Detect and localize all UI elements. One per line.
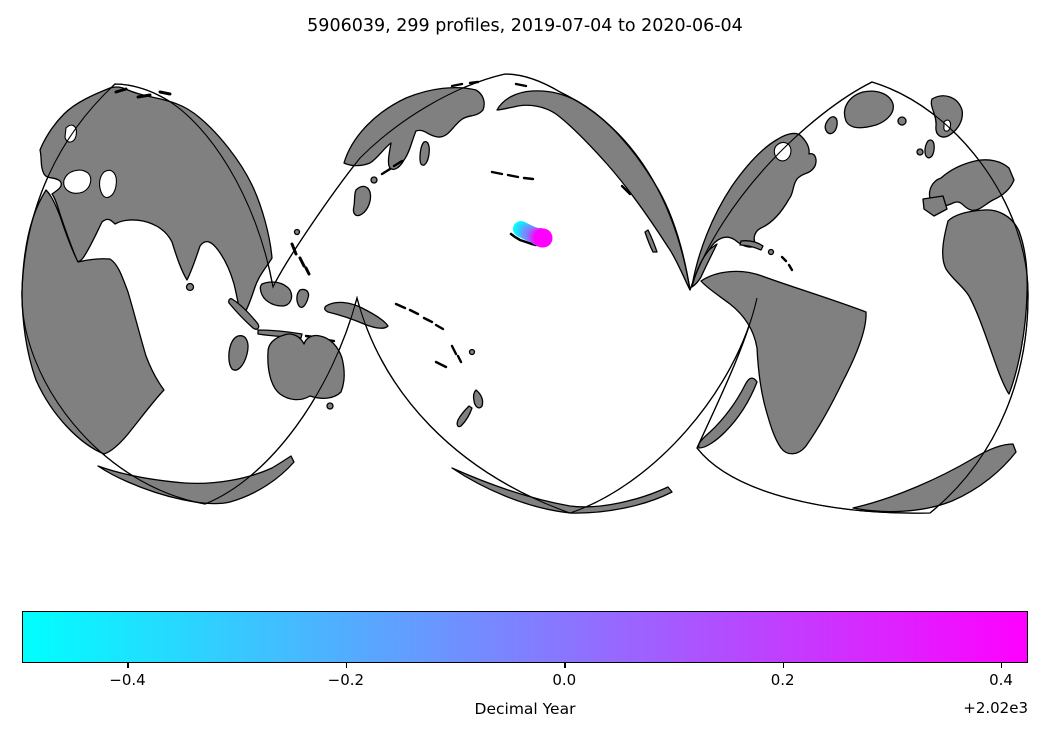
black-sea [63, 169, 92, 194]
lesser-antilles [780, 255, 794, 272]
colorbar-offset-label: +2.02e3 [963, 699, 1028, 717]
island-fiji [468, 348, 476, 356]
colorbar-tickmark [127, 663, 129, 668]
float-track [509, 221, 553, 248]
colorbar-tick-label: −0.4 [109, 671, 146, 689]
figure-title: 5906039, 299 profiles, 2019-07-04 to 202… [307, 16, 743, 36]
philippine-islands [290, 242, 311, 276]
island-greenland [843, 90, 894, 129]
hudson-bay [773, 141, 792, 162]
colorbar [22, 611, 1028, 663]
island-sri-lanka [185, 282, 195, 292]
continent-africa-east [21, 189, 165, 455]
island-hokkaido [370, 176, 378, 184]
island-vancouver [620, 184, 632, 196]
kuril-islands [380, 159, 404, 176]
antarctica-lobe3 [852, 443, 1017, 513]
island-madagascar [228, 335, 249, 371]
island-cuba [739, 240, 764, 251]
north-america-east [691, 132, 817, 287]
continent-africa-west [942, 209, 1028, 395]
colorbar-tickmark [345, 663, 348, 668]
island-britain [924, 139, 935, 159]
island-sakhalin [419, 140, 430, 166]
baltic-sea [64, 124, 77, 143]
colorbar-tick-label: 0.0 [552, 671, 577, 689]
iberian-peninsula [922, 195, 948, 217]
island-sumatra [228, 298, 260, 330]
antarctica-lobe1 [97, 455, 295, 505]
projection-outline [21, 73, 1029, 514]
arctic-islands [114, 87, 172, 99]
float-profile-points [513, 221, 553, 248]
colorbar-tickmark [564, 663, 566, 668]
new-zealand-north [472, 389, 484, 409]
continent-eurasia [39, 86, 273, 317]
continent-south-america [700, 270, 867, 455]
island-borneo [259, 281, 293, 307]
colorbar-tick-label: −0.2 [327, 671, 365, 689]
colorbar-tickmark [1001, 663, 1003, 668]
alaska-north-america-west [496, 90, 691, 291]
island-baffin [824, 116, 838, 135]
baja-california [644, 229, 658, 253]
colorbar-tick-labels: −0.4 −0.2 0.0 0.2 0.4 [22, 671, 1028, 691]
colorbar-tick-label: 0.2 [770, 671, 795, 689]
profile-point [533, 228, 553, 248]
island-tasmania [326, 402, 334, 410]
continent-australia [267, 333, 345, 401]
melanesian-islands [394, 302, 463, 369]
island-ireland [916, 148, 924, 156]
aleutian-islands [490, 170, 535, 181]
siberia-kamchatka [343, 86, 485, 171]
island-sulawesi [296, 288, 310, 309]
world-map [21, 73, 1029, 514]
colorbar-axis-label: Decimal Year [474, 700, 576, 718]
island-taiwan [293, 228, 301, 236]
continent-europe [928, 159, 1015, 211]
colorbar-tick-label: 0.4 [989, 671, 1013, 689]
island-hispaniola [767, 248, 775, 256]
continents [21, 80, 1028, 514]
new-zealand-south [456, 405, 473, 428]
islands-japan [352, 185, 372, 217]
island-iceland [897, 116, 907, 126]
float-track-line [509, 232, 538, 247]
scandinavia [930, 95, 963, 138]
colorbar-tickmark [782, 663, 785, 668]
colorbar-tickmarks [22, 663, 1028, 669]
caspian-sea [99, 169, 117, 198]
